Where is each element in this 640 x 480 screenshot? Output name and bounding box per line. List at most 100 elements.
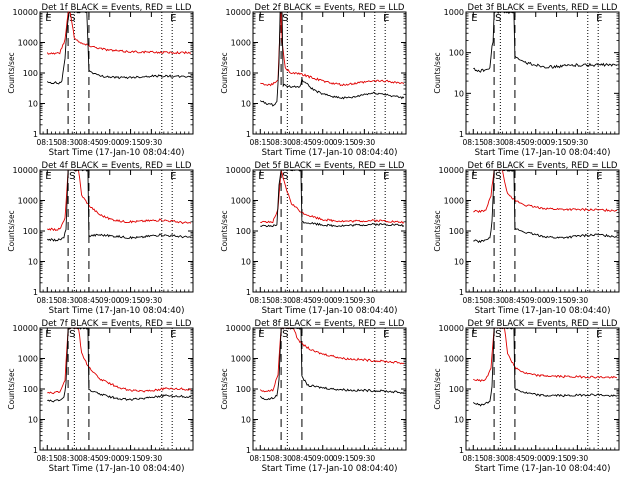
y-tick-label: 1 xyxy=(246,446,251,455)
x-tick-label: 08:15 xyxy=(462,296,484,305)
x-axis-label: Start Time (17-Jan-10 08:04:40) xyxy=(475,306,611,316)
series-line-black xyxy=(46,168,192,242)
x-tick-label: 08:30 xyxy=(57,296,79,305)
x-tick-label: 08:45 xyxy=(504,138,526,147)
panel-title: Det 4f BLACK = Events, RED = LLD xyxy=(42,161,192,171)
x-tick-label: 09:00 xyxy=(99,454,121,463)
x-tick-label: 09:15 xyxy=(120,454,142,463)
end-marker: E xyxy=(170,329,176,340)
x-axis-label: Start Time (17-Jan-10 08:04:40) xyxy=(475,148,611,158)
end-marker: E xyxy=(596,13,602,24)
end-marker: E xyxy=(170,13,176,24)
x-axis-label: Start Time (17-Jan-10 08:04:40) xyxy=(262,148,398,158)
y-tick-label: 100 xyxy=(449,227,464,236)
series-line-red xyxy=(260,11,405,87)
x-tick-label: 08:15 xyxy=(36,454,58,463)
x-tick-label: 08:15 xyxy=(249,296,271,305)
x-tick-label: 08:30 xyxy=(483,138,505,147)
y-tick-label: 1 xyxy=(246,130,251,139)
end-marker: E xyxy=(258,171,264,182)
x-tick-label: 08:45 xyxy=(291,138,313,147)
end-marker: E xyxy=(45,13,51,24)
series-line-red xyxy=(46,11,192,55)
start-marker: S xyxy=(282,329,288,340)
x-tick-label: 09:15 xyxy=(546,454,568,463)
y-tick-label: 10000 xyxy=(439,324,464,333)
x-tick-label: 09:00 xyxy=(99,296,121,305)
x-tick-label: 09:00 xyxy=(312,138,334,147)
y-tick-label: 10000 xyxy=(13,324,38,333)
series-line-red xyxy=(260,169,405,224)
panel-title: Det 6f BLACK = Events, RED = LLD xyxy=(468,161,618,171)
y-tick-label: 1000 xyxy=(231,355,251,364)
y-tick-label: 1 xyxy=(33,288,38,297)
end-marker: E xyxy=(383,329,389,340)
y-axis-label: Counts/sec xyxy=(7,368,16,409)
x-tick-label: 09:30 xyxy=(567,138,589,147)
start-marker: S xyxy=(282,171,288,182)
x-tick-label: 09:15 xyxy=(546,138,568,147)
end-marker: E xyxy=(45,329,51,340)
x-tick-label: 09:30 xyxy=(354,296,376,305)
start-marker: S xyxy=(495,171,501,182)
y-axis-label: Counts/sec xyxy=(220,52,229,93)
y-tick-label: 1 xyxy=(33,130,38,139)
start-marker: S xyxy=(495,13,501,24)
x-tick-label: 08:45 xyxy=(504,454,526,463)
x-axis-label: Start Time (17-Jan-10 08:04:40) xyxy=(262,306,398,316)
plot-frame xyxy=(465,11,620,135)
x-tick-label: 08:45 xyxy=(78,138,100,147)
y-tick-label: 1000 xyxy=(444,197,464,206)
y-tick-label: 10 xyxy=(454,416,464,425)
end-marker: E xyxy=(471,13,477,24)
y-tick-label: 10 xyxy=(454,258,464,267)
end-marker: E xyxy=(170,171,176,182)
x-tick-label: 08:30 xyxy=(57,138,79,147)
y-tick-label: 10000 xyxy=(226,8,251,17)
x-tick-label: 08:15 xyxy=(462,454,484,463)
panel-title: Det 7f BLACK = Events, RED = LLD xyxy=(42,319,192,329)
end-marker: E xyxy=(258,329,264,340)
x-tick-label: 09:30 xyxy=(354,138,376,147)
y-tick-label: 10 xyxy=(28,100,38,109)
y-axis-label: Counts/sec xyxy=(433,210,442,251)
y-axis-label: Counts/sec xyxy=(433,52,442,93)
x-tick-label: 08:15 xyxy=(462,138,484,147)
x-tick-label: 08:45 xyxy=(291,454,313,463)
y-tick-label: 100 xyxy=(236,227,251,236)
y-tick-label: 10000 xyxy=(13,8,38,17)
x-axis-label: Start Time (17-Jan-10 08:04:40) xyxy=(49,464,185,474)
start-marker: S xyxy=(495,329,501,340)
end-marker: E xyxy=(596,329,602,340)
x-tick-label: 09:00 xyxy=(312,454,334,463)
y-tick-label: 100 xyxy=(449,49,464,58)
end-marker: E xyxy=(383,171,389,182)
start-marker: S xyxy=(69,171,75,182)
x-axis-label: Start Time (17-Jan-10 08:04:40) xyxy=(262,464,398,474)
y-tick-label: 10 xyxy=(241,100,251,109)
x-tick-label: 08:15 xyxy=(36,296,58,305)
y-tick-label: 10000 xyxy=(226,166,251,175)
end-marker: E xyxy=(471,171,477,182)
plot-frame xyxy=(465,327,620,451)
y-tick-label: 1000 xyxy=(18,197,38,206)
x-tick-label: 09:00 xyxy=(525,454,547,463)
x-tick-label: 09:30 xyxy=(141,138,163,147)
y-tick-label: 1 xyxy=(459,446,464,455)
plot-frame xyxy=(39,169,194,293)
start-marker: S xyxy=(282,13,288,24)
x-tick-label: 08:45 xyxy=(504,296,526,305)
y-tick-label: 1000 xyxy=(444,8,464,17)
y-axis-label: Counts/sec xyxy=(433,368,442,409)
x-tick-label: 08:15 xyxy=(249,138,271,147)
y-tick-label: 1 xyxy=(459,288,464,297)
panel-title: Det 9f BLACK = Events, RED = LLD xyxy=(468,319,618,329)
y-tick-label: 1 xyxy=(33,446,38,455)
panel-title: Det 5f BLACK = Events, RED = LLD xyxy=(255,161,405,171)
x-tick-label: 09:15 xyxy=(333,296,355,305)
series-line-black xyxy=(47,327,192,403)
